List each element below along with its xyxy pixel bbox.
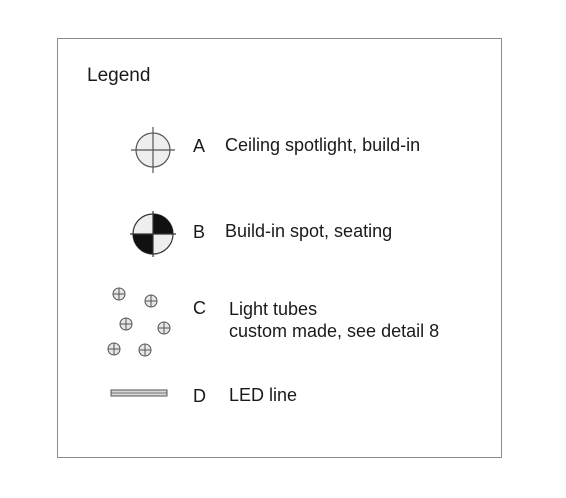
legend-desc-d: LED line bbox=[229, 384, 297, 406]
led-line-icon bbox=[110, 389, 168, 397]
legend-letter-b: B bbox=[193, 222, 206, 242]
legend-desc-c: Light tubes custom made, see detail 8 bbox=[229, 298, 439, 342]
ceiling-spotlight-icon bbox=[131, 127, 175, 173]
legend-frame bbox=[57, 38, 502, 458]
legend-desc-a-line-1: Ceiling spotlight, build-in bbox=[225, 135, 421, 155]
legend-desc-b-line-1: Build-in spot, seating bbox=[225, 221, 393, 241]
legend-title: Legend bbox=[87, 65, 151, 86]
legend-letter-c: C bbox=[193, 298, 206, 318]
legend-desc-b: Build-in spot, seating bbox=[225, 220, 392, 242]
light-tubes-icon bbox=[107, 287, 171, 357]
legend-letter-d: D bbox=[193, 386, 206, 406]
legend-desc-a: Ceiling spotlight, build-in bbox=[225, 134, 420, 156]
legend-desc-c-line-1: Light tubes bbox=[229, 299, 318, 319]
legend-letter-a: A bbox=[193, 136, 206, 156]
legend-desc-c-line-2: custom made, see detail 8 bbox=[229, 321, 440, 341]
seating-spot-icon bbox=[130, 211, 176, 257]
legend-desc-d-line-1: LED line bbox=[229, 385, 298, 405]
